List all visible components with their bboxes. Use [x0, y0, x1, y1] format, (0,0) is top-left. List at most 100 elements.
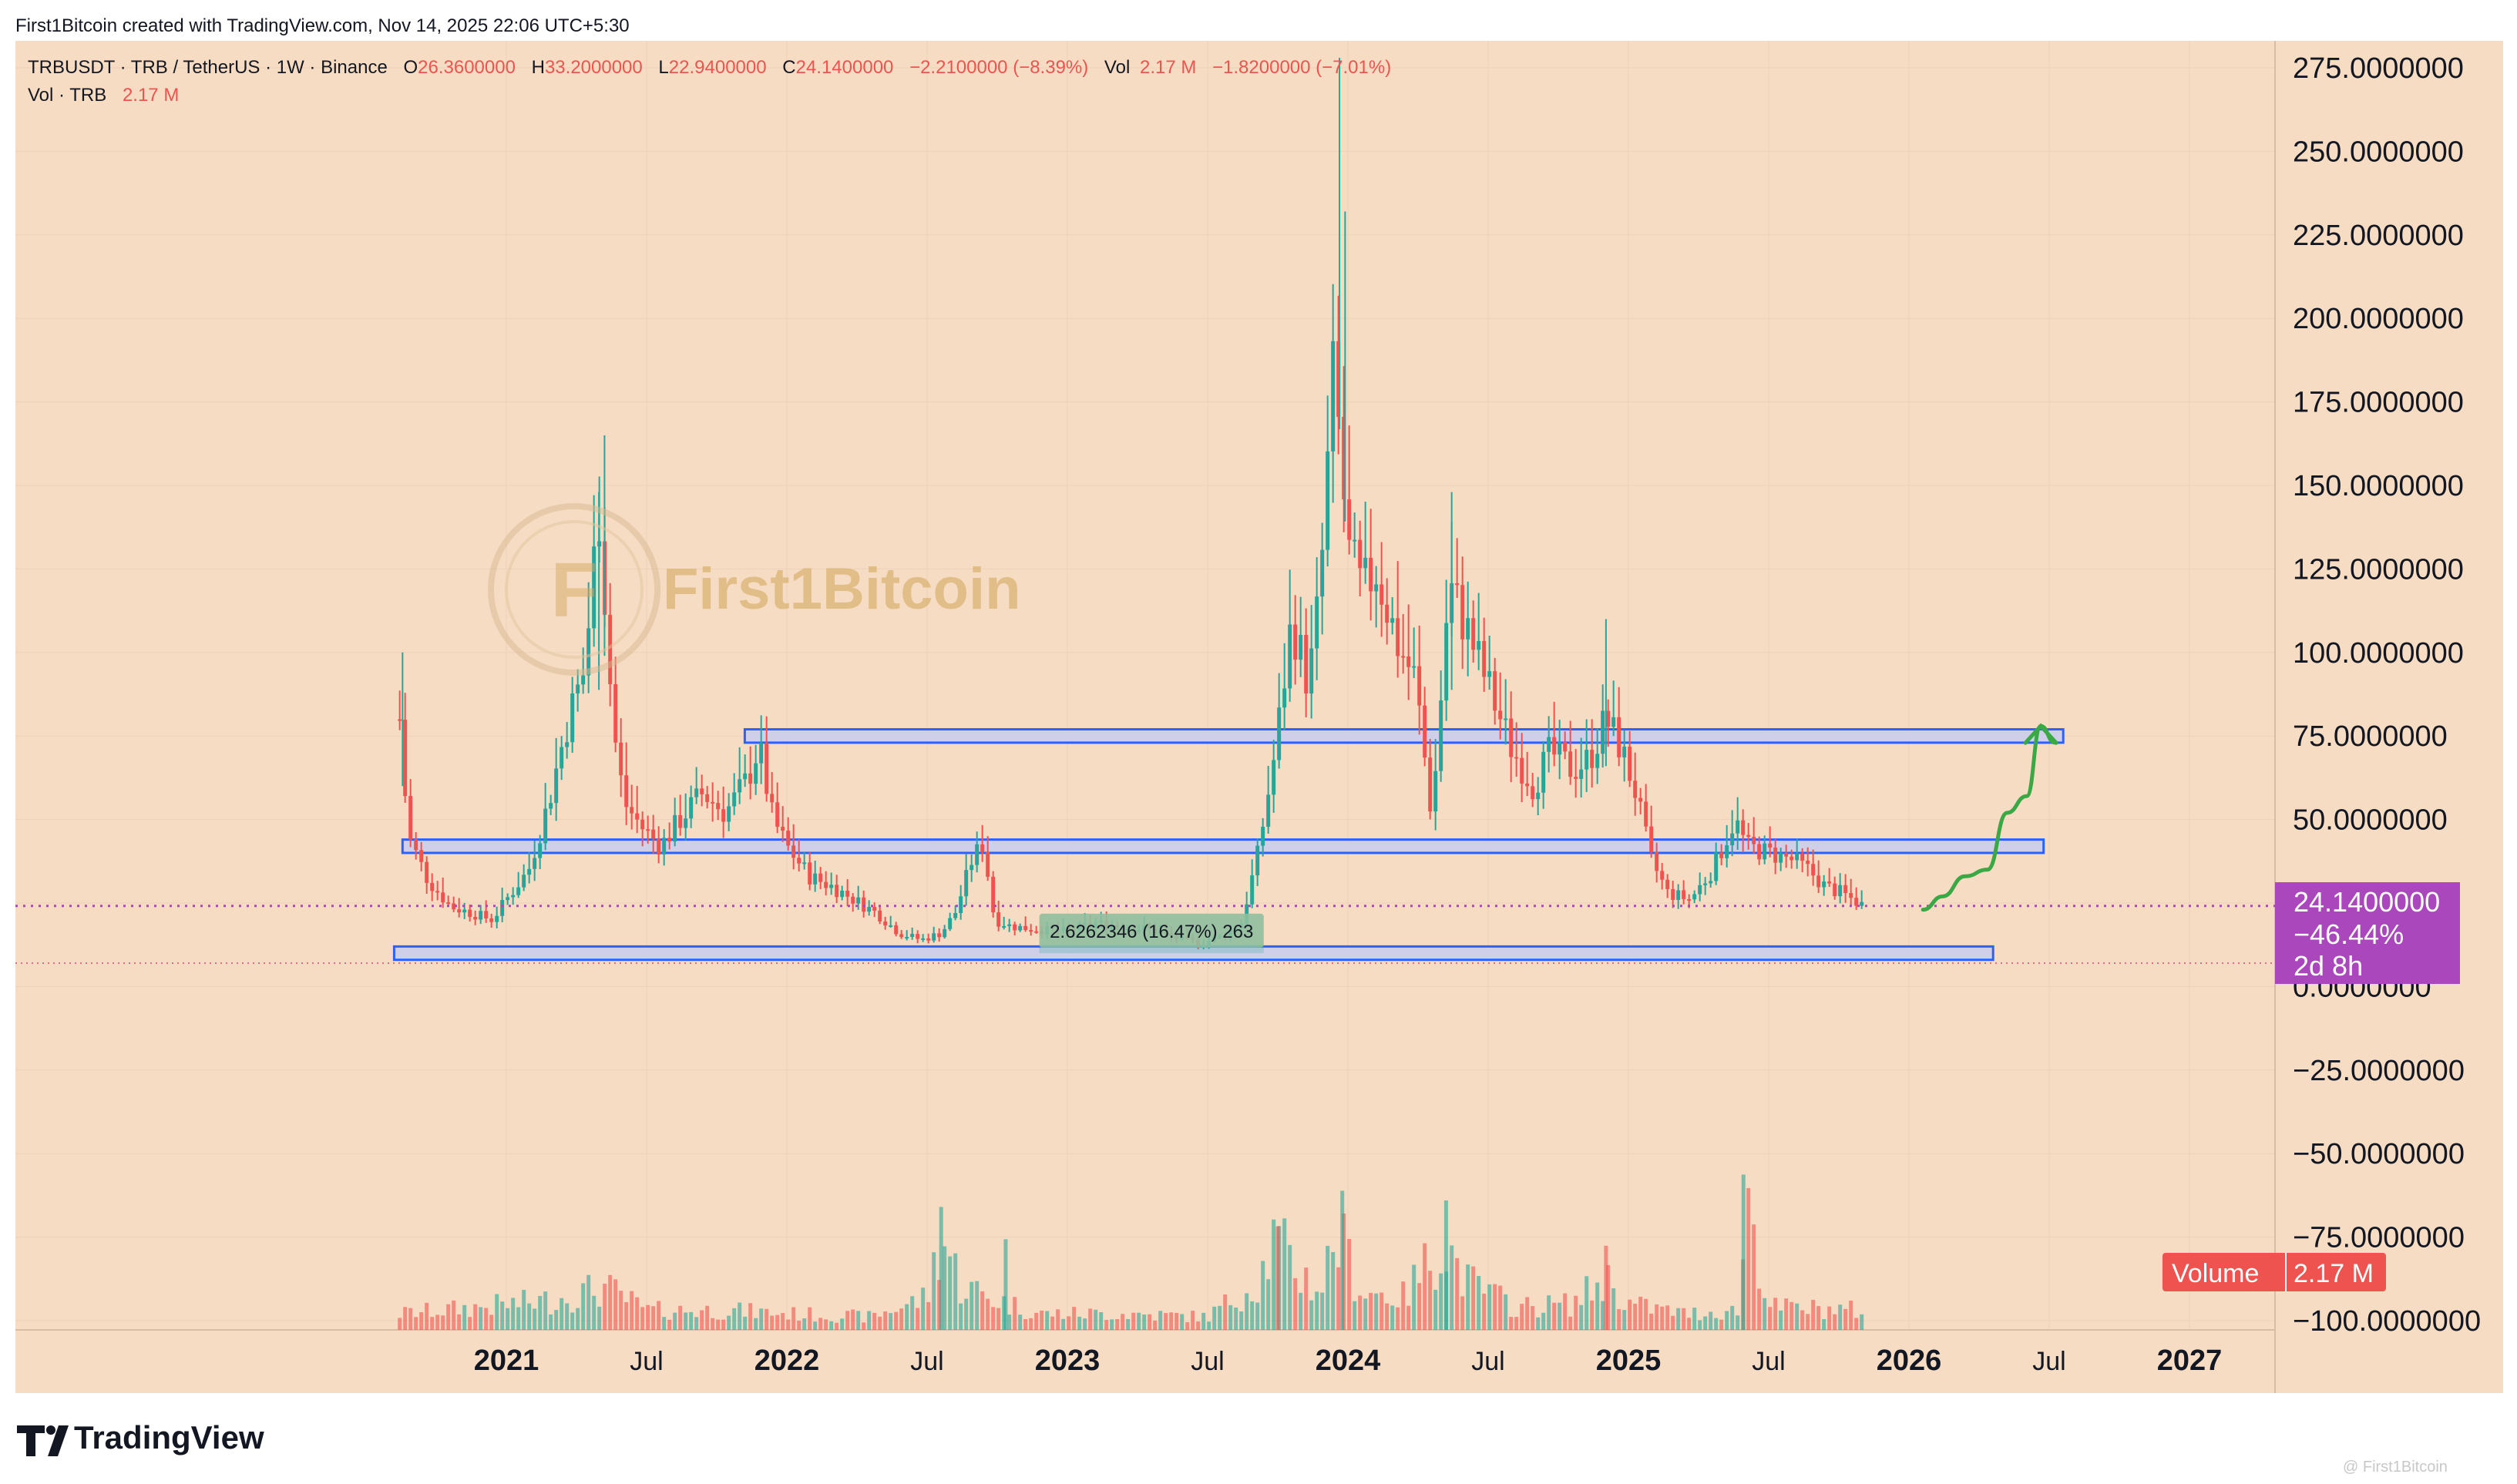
candle	[1347, 499, 1352, 540]
volume-bar	[1158, 1311, 1163, 1330]
candle	[738, 779, 742, 793]
volume-bar	[430, 1317, 435, 1330]
candle	[754, 763, 758, 784]
volume-bar	[657, 1301, 661, 1330]
candle	[964, 870, 969, 897]
candle	[1709, 881, 1713, 884]
volume-bar	[759, 1308, 764, 1330]
candle	[441, 892, 445, 903]
candle	[1401, 656, 1406, 658]
candle	[786, 831, 791, 846]
candle	[543, 808, 548, 844]
volume-bar	[878, 1316, 882, 1330]
volume-bar	[1358, 1295, 1363, 1330]
tradingview-logo	[17, 1425, 69, 1456]
candle	[716, 803, 721, 810]
volume-bar	[1703, 1316, 1708, 1330]
volume-bar	[926, 1301, 931, 1330]
candles[interactable]	[398, 57, 1864, 950]
candle	[484, 911, 489, 918]
price-tick-label: 75.0000000	[2293, 720, 2448, 753]
volume-bar	[1633, 1303, 1638, 1330]
price-tick-label: −25.0000000	[2293, 1055, 2465, 1087]
volume-bar	[1185, 1322, 1190, 1330]
volume-bar	[883, 1311, 888, 1330]
candle	[1034, 931, 1039, 933]
candle	[1002, 925, 1006, 928]
price-range-measure	[1039, 944, 1264, 954]
volume-bar	[1806, 1314, 1810, 1330]
candle	[630, 807, 634, 814]
price-tick-label: −50.0000000	[2293, 1138, 2465, 1170]
volume-bar	[1282, 1218, 1287, 1330]
volume-bar	[554, 1310, 559, 1330]
candle	[408, 796, 413, 840]
candle	[797, 858, 801, 864]
volume-bar	[1595, 1282, 1600, 1330]
candle	[943, 928, 947, 938]
volume-bar	[662, 1317, 667, 1330]
volume-bar	[1601, 1301, 1605, 1330]
price-tick-label: 275.0000000	[2293, 52, 2464, 85]
volume-bar	[1131, 1312, 1136, 1330]
volume-bar	[414, 1317, 418, 1330]
candle	[1849, 893, 1853, 898]
candle	[1741, 820, 1746, 835]
time-axis[interactable]: 2021 Jul 2022 Jul 2023 Jul 2024 Jul 2025 Jul 2026 J…	[474, 1345, 2223, 1377]
volume-bar	[1692, 1308, 1697, 1330]
volume-bar	[1487, 1284, 1492, 1330]
candle	[1417, 666, 1422, 706]
candle	[905, 937, 909, 939]
volume-bar	[943, 1246, 947, 1330]
candle	[673, 814, 677, 842]
candle	[586, 628, 591, 676]
volume-bar	[1336, 1267, 1341, 1330]
volume-bar	[1315, 1291, 1319, 1330]
volume-bar	[576, 1308, 580, 1330]
volume-bar	[586, 1274, 591, 1330]
support-resistance-zones[interactable]	[392, 728, 2065, 962]
candle	[1423, 705, 1427, 758]
volume-bar	[1854, 1318, 1859, 1330]
volume-bar	[1655, 1304, 1659, 1330]
volume-bar	[446, 1304, 451, 1330]
candle	[635, 813, 640, 820]
candle	[1682, 890, 1686, 899]
volume-bar	[948, 1256, 953, 1330]
candle	[1342, 417, 1346, 500]
volume-bar	[1201, 1312, 1206, 1330]
volume-bar	[1604, 1245, 1608, 1330]
candle	[657, 838, 661, 854]
candle	[1628, 747, 1632, 781]
candle	[1013, 924, 1017, 931]
candle	[1299, 635, 1303, 660]
candle	[1811, 864, 1816, 876]
volume-bar	[1272, 1219, 1276, 1330]
volume-bar	[1687, 1318, 1692, 1330]
candle	[1606, 710, 1611, 727]
candle	[1800, 854, 1805, 861]
candle	[765, 743, 769, 794]
candle	[435, 891, 440, 893]
candle	[1531, 786, 1535, 800]
volume-bar	[1714, 1318, 1719, 1330]
candle	[883, 921, 888, 926]
time-tick-label: Jul	[1191, 1347, 1224, 1376]
candle	[1806, 860, 1810, 865]
volume-bar	[1439, 1273, 1443, 1330]
volume-bar	[1191, 1311, 1195, 1330]
volume-bar	[1223, 1294, 1228, 1330]
time-tick-label: Jul	[1752, 1347, 1785, 1376]
candle	[781, 826, 785, 831]
volume-bar	[473, 1304, 478, 1330]
volume-bar	[959, 1303, 963, 1330]
volume-bar	[1153, 1320, 1158, 1330]
candle	[1795, 854, 1800, 861]
svg-text:F: F	[550, 547, 597, 633]
volume-bar	[1514, 1317, 1519, 1330]
volume-bar	[1520, 1304, 1524, 1330]
volume-bar	[1811, 1300, 1816, 1330]
candle	[980, 844, 985, 852]
time-tick-label: Jul	[630, 1347, 663, 1376]
